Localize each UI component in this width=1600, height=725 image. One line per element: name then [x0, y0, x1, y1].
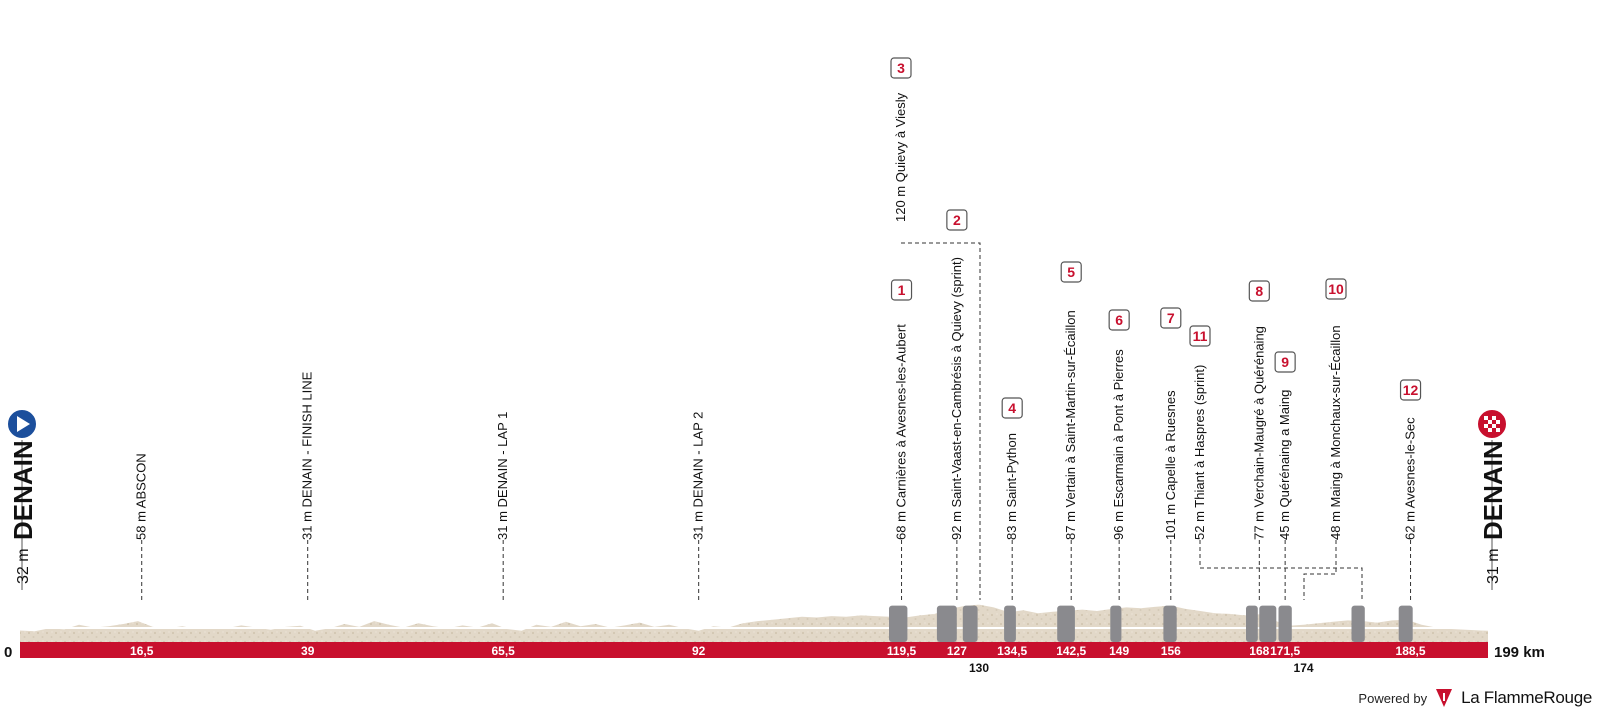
- finish-town-name: DENAIN: [1478, 440, 1508, 540]
- sector-number: 12: [1403, 382, 1419, 398]
- km-marker-label: 188,5: [1396, 644, 1426, 658]
- sector-number-badge: [1399, 379, 1422, 401]
- sector-number-badge: [946, 209, 968, 231]
- waypoint-label: 31 m DENAIN - FINISH LINE: [300, 371, 315, 540]
- sector-number-badge: [1248, 280, 1270, 302]
- sector-number: 5: [1067, 264, 1075, 280]
- km-marker-label: 16,5: [130, 644, 154, 658]
- finish-altitude-label: 31 m: [1485, 548, 1502, 584]
- checkered-flag-square: [1488, 428, 1492, 432]
- waypoint-label: 48 m Maing à Monchaux-sur-Écaillon: [1328, 325, 1343, 540]
- checkered-flag-square: [1488, 420, 1492, 424]
- waypoint-label: 77 m Verchain-Maugré à Quérénaing: [1251, 326, 1266, 540]
- sector-number-badge: [1325, 278, 1347, 300]
- waypoint-label: 45 m Quérénaing a Maing: [1277, 390, 1292, 540]
- waypoint-label: 120 m Quievy à Viesly: [893, 92, 908, 222]
- km-marker-label: 92: [692, 644, 706, 658]
- checkered-flag-square: [1484, 416, 1488, 420]
- checkered-flag-square: [1492, 416, 1496, 420]
- waypoint-label: 52 m Thiant à Haspres (sprint): [1192, 365, 1207, 540]
- cobbled-sector-bar: [1259, 605, 1277, 642]
- km-marker-label: 65,5: [492, 644, 516, 658]
- cobbled-sector-bar: [1004, 605, 1016, 642]
- waypoint-label: 87 m Vertain à Saint-Martin-sur-Écaillon: [1063, 310, 1078, 540]
- cobbled-sector-bar: [936, 605, 957, 642]
- sector-number: 1: [898, 282, 906, 298]
- cobbled-sector-bar: [1246, 605, 1258, 642]
- waypoint-label: 101 m Capelle à Ruesnes: [1163, 390, 1178, 540]
- sector-number-badge: [1060, 261, 1082, 283]
- km-marker-label: 119,5: [887, 644, 917, 658]
- cobbled-sector-bar: [889, 605, 908, 642]
- waypoint-label: 62 m Avesnes-le-Sec: [1403, 417, 1418, 540]
- waypoint-leader-line: [1199, 540, 1363, 600]
- sector-number-badge: [1274, 351, 1296, 373]
- waypoint-label: 31 m DENAIN - LAP 2: [691, 412, 706, 540]
- sector-number-badge: [890, 57, 912, 79]
- sector-number: 7: [1167, 310, 1175, 326]
- cobbled-sector-bar: [962, 605, 978, 642]
- waypoint-label: 68 m Carnières à Avesnes-les-Aubert: [894, 324, 909, 540]
- cobbled-sector-bar: [1057, 605, 1075, 642]
- km-marker-label: 171,5: [1270, 644, 1300, 658]
- sector-number: 6: [1115, 312, 1123, 328]
- km-marker-label: 127: [947, 644, 967, 658]
- waypoint-label: 31 m DENAIN - LAP 1: [495, 412, 510, 540]
- waypoint-leader-line: [1303, 540, 1337, 600]
- sector-number-badge: [890, 279, 913, 301]
- sector-number: 8: [1255, 283, 1263, 299]
- cobbled-sector-bar: [1398, 605, 1413, 642]
- km-marker-label: 39: [301, 644, 315, 658]
- km-marker-label: 174: [1294, 661, 1314, 675]
- checkered-flag-square: [1496, 420, 1500, 424]
- cobbled-sector-bar: [1110, 605, 1122, 642]
- waypoint-label: 58 m ABSCON: [134, 453, 149, 540]
- sector-number: 3: [897, 60, 905, 76]
- axis-end-label: 199 km: [1494, 644, 1545, 661]
- waypoint-label: 83 m Saint-Python: [1004, 433, 1019, 540]
- checkered-flag-square: [1484, 424, 1488, 428]
- sector-number: 2: [953, 212, 961, 228]
- km-marker-label: 134,5: [997, 644, 1027, 658]
- km-marker-label: 142,5: [1056, 644, 1086, 658]
- sector-number: 10: [1328, 281, 1344, 297]
- sector-number: 9: [1281, 354, 1289, 370]
- km-marker-label: 168: [1249, 644, 1269, 658]
- km-marker-label: 156: [1161, 644, 1181, 658]
- cobbled-sector-bar: [1351, 605, 1365, 642]
- sector-number-badge: [1189, 325, 1211, 347]
- waypoint-label: 92 m Saint-Vaast-en-Cambrésis à Quievy (…: [949, 257, 964, 540]
- powered-by-branding: Powered by La FlammeRouge: [1358, 685, 1592, 711]
- powered-by-text: Powered by: [1358, 690, 1428, 706]
- brand-name: La FlammeRouge: [1461, 688, 1592, 707]
- cobbled-sector-bar: [1278, 605, 1292, 642]
- km-marker-label: 130: [969, 661, 989, 675]
- axis-zero-label: 0: [4, 644, 12, 661]
- flamme-rouge-flag-icon: [1436, 689, 1453, 707]
- play-icon-glyph: [17, 416, 30, 432]
- checkered-flag-square: [1492, 424, 1496, 428]
- cobbled-sector-bar: [1163, 605, 1177, 642]
- checkered-flag-square: [1496, 428, 1500, 432]
- sector-number-badge: [1001, 397, 1023, 419]
- sector-number: 4: [1008, 400, 1016, 416]
- waypoint-label: 96 m Escarmain à Pont à Pierres: [1111, 349, 1126, 540]
- waypoint-leader-line: [901, 242, 981, 600]
- start-altitude-label: 32 m: [15, 548, 32, 584]
- sector-number-badge: [1160, 307, 1182, 329]
- sector-number: 11: [1193, 328, 1208, 344]
- distance-axis-band: [20, 642, 1488, 658]
- km-marker-label: 149: [1109, 644, 1129, 658]
- sector-number-badge: [1108, 309, 1130, 331]
- start-town-name: DENAIN: [8, 440, 38, 540]
